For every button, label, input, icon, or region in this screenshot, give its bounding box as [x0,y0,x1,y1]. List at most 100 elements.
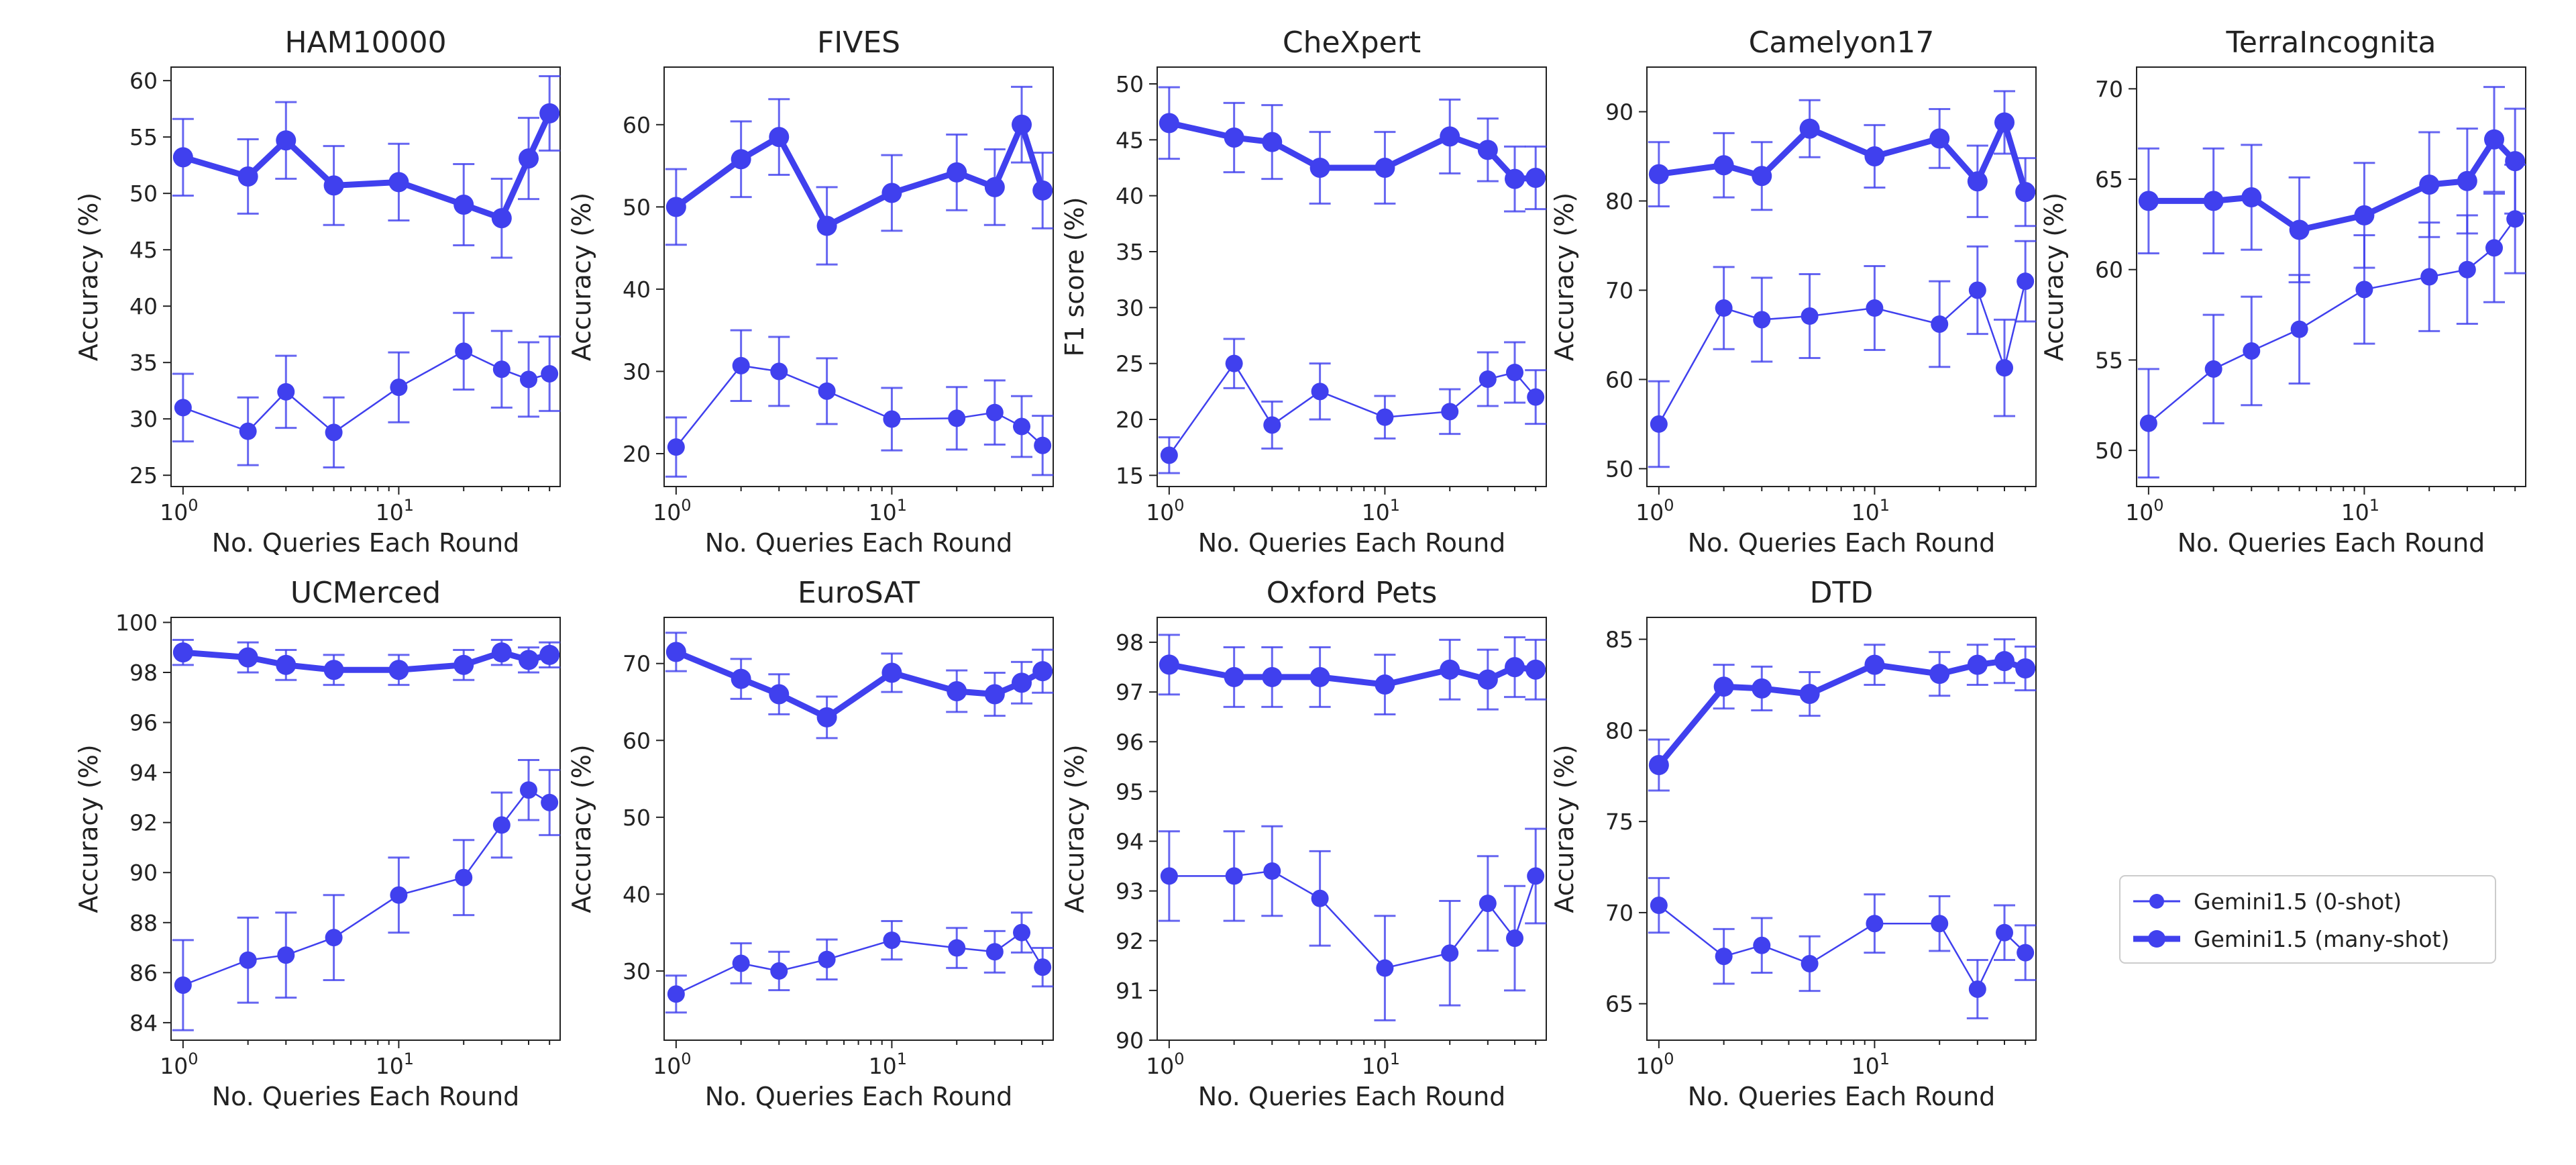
x-tick-base: 10 [2341,499,2369,525]
data-point [1801,954,1819,972]
data-point [2355,281,2373,299]
data-point [172,642,193,663]
y-axis-label: Accuracy (%) [74,744,103,913]
y-tick-label: 75 [1605,809,1633,835]
data-point [1376,408,1394,426]
x-tick-base: 10 [1851,499,1880,525]
y-tick-label: 60 [2095,257,2123,283]
data-point [1441,944,1459,962]
y-tick-label: 40 [623,881,651,907]
data-point [455,342,473,360]
data-point [1479,370,1497,388]
y-tick-label: 50 [2095,438,2123,464]
data-point [453,194,474,215]
data-point [1799,118,1820,139]
data-point [390,886,408,904]
y-tick-label: 50 [1605,456,1633,482]
x-tick-label: 101 [1851,1050,1890,1079]
y-tick-label: 45 [1116,127,1144,153]
plot-frame [170,66,561,487]
data-point [2289,219,2310,240]
x-tick-label: 101 [869,1050,907,1079]
legend-frame [2119,875,2496,964]
data-point [1012,114,1032,135]
y-tick-label: 94 [129,760,158,786]
x-tick-base: 10 [1146,499,1174,525]
x-tick-label: 100 [1146,1050,1184,1079]
y-tick-label: 60 [623,727,651,754]
y-tick-label: 60 [1605,366,1633,393]
data-point [883,931,901,950]
y-tick-label: 70 [1605,277,1633,303]
y-tick-label: 70 [623,651,651,677]
y-tick-label: 30 [129,406,158,432]
data-point [492,816,511,834]
data-point [1648,164,1669,185]
data-point [948,939,966,957]
series-many-shot [1648,638,2037,792]
data-point [816,215,837,236]
data-point [1477,669,1498,690]
data-point [1225,354,1243,372]
y-tick-label: 45 [129,237,158,263]
chart-title: CheXpert [1283,26,1421,60]
data-point [1753,936,1771,954]
y-tick-label: 85 [1605,627,1633,653]
series-many-shot [172,639,561,687]
data-point [984,684,1005,705]
data-point [985,403,1004,421]
chart-title: Oxford Pets [1267,576,1438,610]
data-point [1996,359,2014,377]
data-point [1864,146,1885,166]
series-line [1658,905,2027,991]
data-point [2505,151,2526,172]
data-point [1931,315,1949,333]
y-tick-label: 50 [623,194,651,220]
data-point [237,647,258,668]
data-point [1440,126,1460,147]
y-tick-label: 96 [1116,729,1144,755]
x-tick-exponent: 1 [1880,496,1890,515]
series-line [1169,870,1537,969]
y-tick-label: 96 [129,710,158,736]
series-line [675,649,1044,721]
chart-title: DTD [1810,576,1874,610]
data-point [519,148,539,169]
data-point [1262,132,1283,152]
data-point [2506,210,2524,228]
series-line [2148,218,2516,424]
series-zero-shot [665,329,1054,478]
x-tick-base: 10 [653,1053,681,1079]
x-tick-exponent: 0 [188,496,198,515]
data-point [1527,388,1545,406]
x-tick-exponent: 0 [681,496,691,515]
x-tick-label: 101 [869,496,907,525]
x-axis-label: No. Queries Each Round [1198,1082,1506,1111]
data-point [325,929,343,947]
legend-marker-zero_shot [2149,894,2164,909]
data-point [1506,364,1524,381]
y-tick-label: 92 [1116,928,1144,954]
data-point [1525,168,1546,188]
data-point [277,383,295,401]
x-tick-label: 101 [2341,496,2379,525]
series-many-shot [1158,634,1547,716]
y-tick-label: 20 [1116,407,1144,433]
data-point [1713,155,1734,176]
data-point [539,644,560,665]
data-point [1262,666,1283,687]
y-tick-label: 40 [1116,183,1144,209]
y-tick-label: 55 [2095,347,2123,373]
data-point [1477,140,1498,160]
data-point [1967,171,1988,192]
y-tick-label: 30 [623,358,651,385]
x-tick-label: 100 [160,496,198,525]
x-tick-base: 10 [869,499,897,525]
data-point [2243,342,2261,360]
